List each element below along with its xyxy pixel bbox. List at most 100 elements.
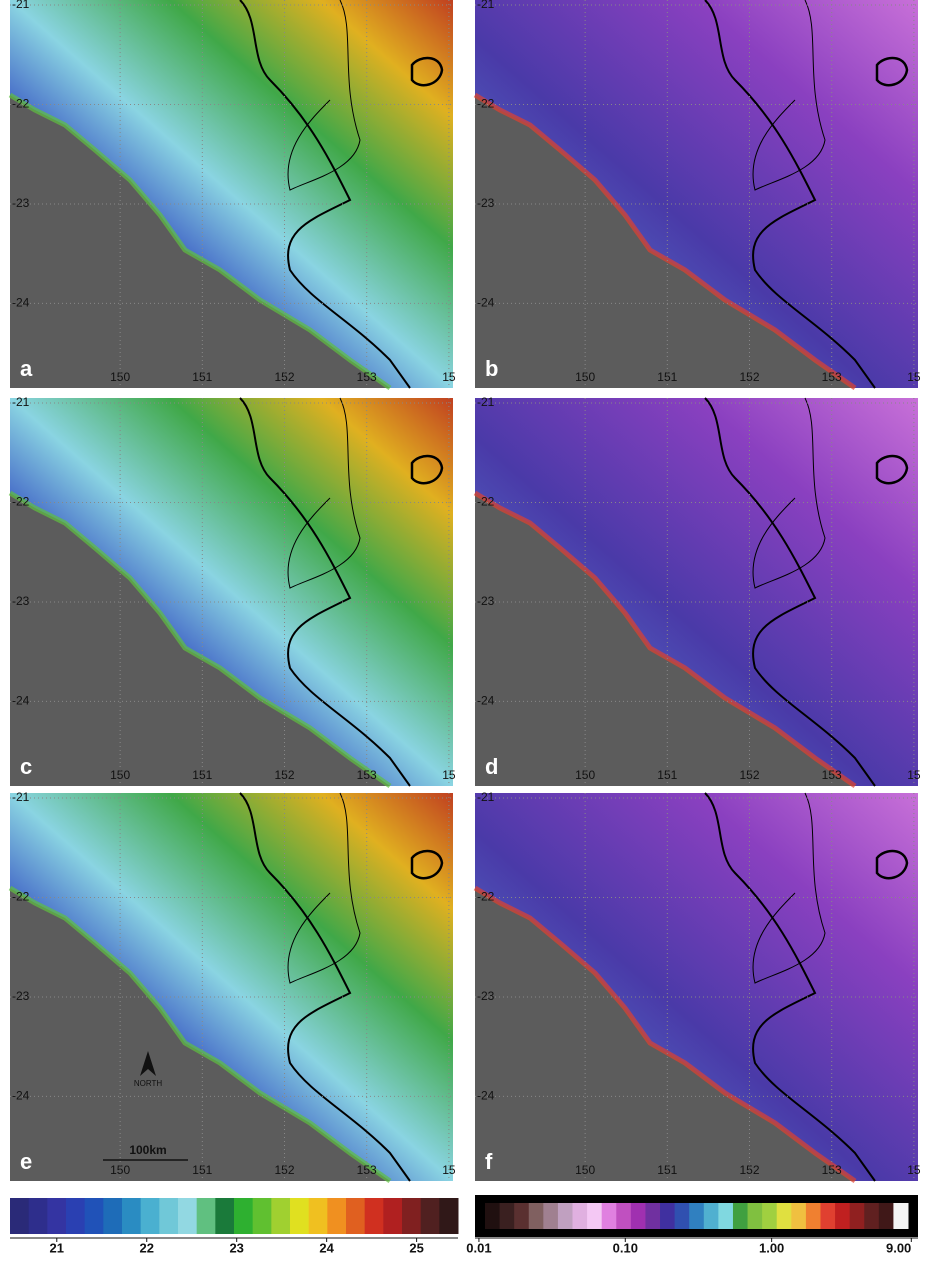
lon-tick-label: 152 — [739, 768, 759, 782]
lon-tick-label: 15 — [907, 370, 921, 384]
lon-tick-label: 151 — [657, 1163, 677, 1177]
colorbar-swatch — [791, 1203, 806, 1229]
colorbar-swatch — [485, 1203, 500, 1229]
lat-tick-label: -21 — [12, 790, 30, 804]
lon-tick-label: 15 — [442, 370, 456, 384]
colorbar-swatch — [47, 1198, 66, 1234]
colorbar-tick-label: 0.01 — [466, 1240, 491, 1255]
lon-tick-label: 152 — [274, 768, 294, 782]
colorbar-tick-label: 24 — [319, 1240, 334, 1255]
colorbar-swatch — [704, 1203, 719, 1229]
colorbar-swatch — [103, 1198, 122, 1234]
lat-tick-label: -21 — [12, 0, 30, 11]
lat-tick-label: -21 — [477, 395, 495, 409]
lon-tick-label: 150 — [575, 370, 595, 384]
lat-tick-label: -24 — [477, 694, 495, 708]
lat-tick-label: -23 — [477, 196, 495, 210]
lon-tick-label: 150 — [110, 370, 130, 384]
colorbar-swatch — [327, 1198, 346, 1234]
colorbar-swatch — [234, 1198, 253, 1234]
colorbar-swatch — [850, 1203, 865, 1229]
lon-tick-label: 15 — [907, 768, 921, 782]
lon-tick-label: 150 — [575, 768, 595, 782]
scale-label: 100km — [129, 1143, 166, 1157]
colorbar-swatch — [178, 1198, 197, 1234]
lon-tick-label: 151 — [657, 768, 677, 782]
colorbar-swatch — [820, 1203, 835, 1229]
colorbar-swatch — [122, 1198, 141, 1234]
colorbar-swatch — [253, 1198, 272, 1234]
north-label: NORTH — [134, 1079, 163, 1088]
colorbar-swatch — [439, 1198, 458, 1234]
colorbar-swatch — [558, 1203, 573, 1229]
colorbar-swatch — [197, 1198, 216, 1234]
lon-tick-label: 152 — [739, 1163, 759, 1177]
lat-tick-label: -22 — [12, 97, 30, 111]
colorbar-swatch — [10, 1198, 29, 1234]
lon-tick-label: 153 — [357, 370, 377, 384]
lat-tick-label: -21 — [477, 0, 495, 11]
colorbar-swatch — [500, 1203, 515, 1229]
colorbar-swatch — [835, 1203, 850, 1229]
colorbar-tick-label: 25 — [409, 1240, 423, 1255]
colorbar-swatch — [421, 1198, 440, 1234]
colorbar-swatch — [402, 1198, 421, 1234]
map-panel: -21-22-23-2415015115215315d — [475, 395, 921, 786]
lat-tick-label: -24 — [477, 1089, 495, 1103]
lat-tick-label: -24 — [12, 694, 30, 708]
colorbar-swatch — [748, 1203, 763, 1229]
colorbar-tick-label: 0.10 — [613, 1240, 638, 1255]
lat-tick-label: -22 — [12, 890, 30, 904]
lat-tick-label: -22 — [12, 495, 30, 509]
colorbar-swatch — [29, 1198, 48, 1234]
panel-label: e — [20, 1149, 32, 1174]
lat-tick-label: -22 — [477, 495, 495, 509]
colorbar-swatch — [879, 1203, 894, 1229]
lon-tick-label: 150 — [110, 1163, 130, 1177]
colorbar-swatch — [587, 1203, 602, 1229]
lon-tick-label: 151 — [192, 370, 212, 384]
colorbar-swatch — [573, 1203, 588, 1229]
colorbar-swatch — [762, 1203, 777, 1229]
colorbar-swatch — [365, 1198, 384, 1234]
colorbar-swatch — [383, 1198, 402, 1234]
colorbar-swatch — [777, 1203, 792, 1229]
colorbar-swatch — [616, 1203, 631, 1229]
panel-label: a — [20, 356, 33, 381]
colorbar-tick-label: 1.00 — [759, 1240, 784, 1255]
lon-tick-label: 152 — [739, 370, 759, 384]
lat-tick-label: -23 — [12, 594, 30, 608]
colorbar-swatch — [645, 1203, 660, 1229]
lon-tick-label: 153 — [822, 768, 842, 782]
lat-tick-label: -22 — [477, 890, 495, 904]
colorbar-swatch — [864, 1203, 879, 1229]
colorbar-swatch — [660, 1203, 675, 1229]
figure: -21 -22 -23 -24 150 151 152 153 15 a -21 -22 -23 -24 1… — [0, 0, 926, 1260]
colorbar-swatch — [141, 1198, 160, 1234]
colorbar-swatch — [159, 1198, 178, 1234]
lat-tick-label: -21 — [477, 790, 495, 804]
panel-label: d — [485, 754, 498, 779]
colorbar: 2122232425 — [10, 1198, 459, 1255]
lon-tick-label: 15 — [442, 768, 456, 782]
lon-tick-label: 150 — [575, 1163, 595, 1177]
lon-tick-label: 151 — [192, 768, 212, 782]
colorbar-swatch — [309, 1198, 328, 1234]
lon-tick-label: 151 — [657, 370, 677, 384]
colorbar-tick-label: 23 — [229, 1240, 243, 1255]
colorbar-tick-label: 21 — [50, 1240, 64, 1255]
colorbar-swatch — [543, 1203, 558, 1229]
colorbar-swatch — [66, 1198, 85, 1234]
lat-tick-label: -24 — [12, 296, 30, 310]
lon-tick-label: 153 — [822, 1163, 842, 1177]
colorbar-swatch — [529, 1203, 544, 1229]
lon-tick-label: 152 — [274, 370, 294, 384]
lon-tick-label: 15 — [907, 1163, 921, 1177]
map-panel: -21-22-23-2415015115215315a — [10, 0, 456, 388]
colorbar-swatch — [346, 1198, 365, 1234]
colorbar-swatch — [602, 1203, 617, 1229]
